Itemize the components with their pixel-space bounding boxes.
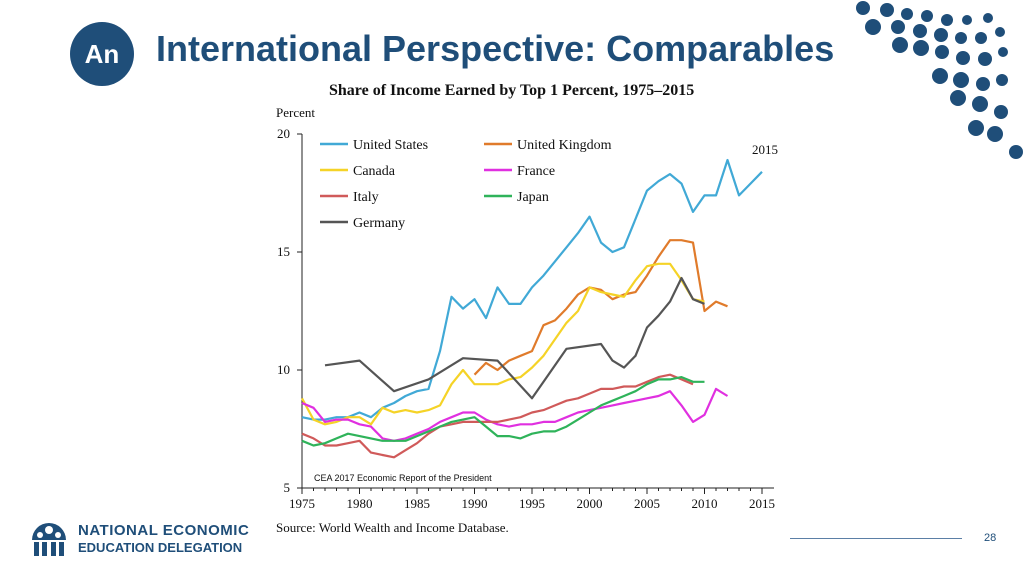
legend-label-japan: Japan [517,190,549,205]
x-tick-label: 2010 [692,496,718,511]
series-layer [301,158,763,459]
credit-note: CEA 2017 Economic Report of the Presiden… [314,473,492,483]
people-building-icon [32,523,66,556]
series-line-italy [301,373,694,459]
chart-title: Share of Income Earned by Top 1 Percent,… [329,82,694,99]
income-share-chart: Share of Income Earned by Top 1 Percent,… [276,82,778,535]
ned-logo: NATIONAL ECONOMIC EDUCATION DELEGATION [28,518,278,560]
series-line-japan [301,376,705,447]
x-tick-label: 2005 [634,496,660,511]
legend: United States United Kingdom Canada France I… [320,138,612,231]
year-2015-label: 2015 [752,142,778,157]
legend-label-canada: Canada [353,164,396,179]
source-note: Source: World Wealth and Income Database… [276,520,509,535]
y-tick-label: 20 [277,126,290,141]
x-tick-label: 2000 [577,496,603,511]
y-tick-label: 5 [284,480,291,495]
y-tick-label: 15 [277,244,290,259]
logo-text-line1: NATIONAL ECONOMIC [78,522,250,539]
y-axis-label: Percent [276,105,315,120]
legend-label-united-states: United States [353,138,428,153]
legend-label-france: France [517,164,555,179]
x-tick-label: 1980 [347,496,373,511]
page-number: 28 [984,532,997,544]
axes: 5 10 15 20 1975 1980 1985 1990 1995 2000 2005 2010 2… [277,126,775,511]
x-tick-label: 1975 [289,496,315,511]
y-tick-label: 10 [277,362,290,377]
series-line-united-states [301,158,763,421]
series-line-germany [324,276,705,400]
dot-pattern-decoration [856,1,1023,159]
series-line-canada [301,262,705,426]
x-tick-label: 1995 [519,496,545,511]
legend-label-united-kingdom: United Kingdom [517,138,612,153]
footer-divider [790,538,962,539]
x-tick-label: 1990 [462,496,488,511]
title-badge: An [70,22,134,86]
logo-text-line2: EDUCATION DELEGATION [78,540,243,555]
legend-label-germany: Germany [353,216,405,231]
series-line-france [301,387,729,442]
x-tick-label: 1985 [404,496,430,511]
slide-title: International Perspective: Comparables [156,28,835,69]
series-line-united-kingdom [473,239,728,376]
x-tick-label: 2015 [749,496,775,511]
legend-label-italy: Italy [353,190,379,205]
